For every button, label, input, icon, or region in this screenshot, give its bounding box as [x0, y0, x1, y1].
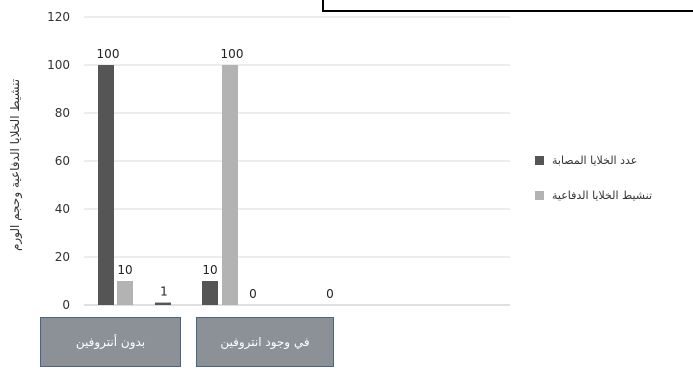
legend-item-infected-cells: عدد الخلايا المصابة	[535, 154, 652, 167]
y-tick-label: 40	[55, 202, 70, 216]
legend-swatch	[535, 191, 544, 200]
data-label: 100	[221, 47, 244, 61]
legend-item-immune-activation: تنشيط الخلايا الدفاعية	[535, 189, 652, 202]
legend: عدد الخلايا المصابة تنشيط الخلايا الدفاع…	[535, 154, 652, 224]
y-axis-title-wrapper: تنشيط الخلايا الدفاعية وحجم الورم	[0, 40, 30, 290]
data-label: 100	[97, 47, 120, 61]
category-label-with-antrofin: في وجود انتروفين	[196, 317, 334, 367]
data-label: 10	[117, 263, 132, 277]
data-label: 0	[249, 287, 257, 301]
legend-swatch	[535, 156, 544, 165]
data-label: 0	[326, 287, 334, 301]
bar	[222, 65, 238, 305]
y-tick-label: 60	[55, 154, 70, 168]
y-tick-label: 20	[55, 250, 70, 264]
overlapping-box-edge	[322, 0, 693, 12]
y-axis-title: تنشيط الخلايا الدفاعية وحجم الورم	[8, 78, 22, 252]
bar	[155, 302, 171, 305]
y-tick-label: 0	[62, 298, 70, 312]
data-label: 10	[202, 263, 217, 277]
bar	[98, 65, 114, 305]
y-tick-label: 120	[47, 10, 70, 24]
category-label-without-antrofin: بدون أنتروفين	[40, 317, 181, 367]
bar	[202, 281, 218, 305]
legend-label: عدد الخلايا المصابة	[552, 154, 638, 167]
bar	[117, 281, 133, 305]
legend-label: تنشيط الخلايا الدفاعية	[552, 189, 653, 202]
y-tick-label: 80	[55, 106, 70, 120]
data-label: 1	[160, 285, 168, 299]
y-tick-label: 100	[47, 58, 70, 72]
